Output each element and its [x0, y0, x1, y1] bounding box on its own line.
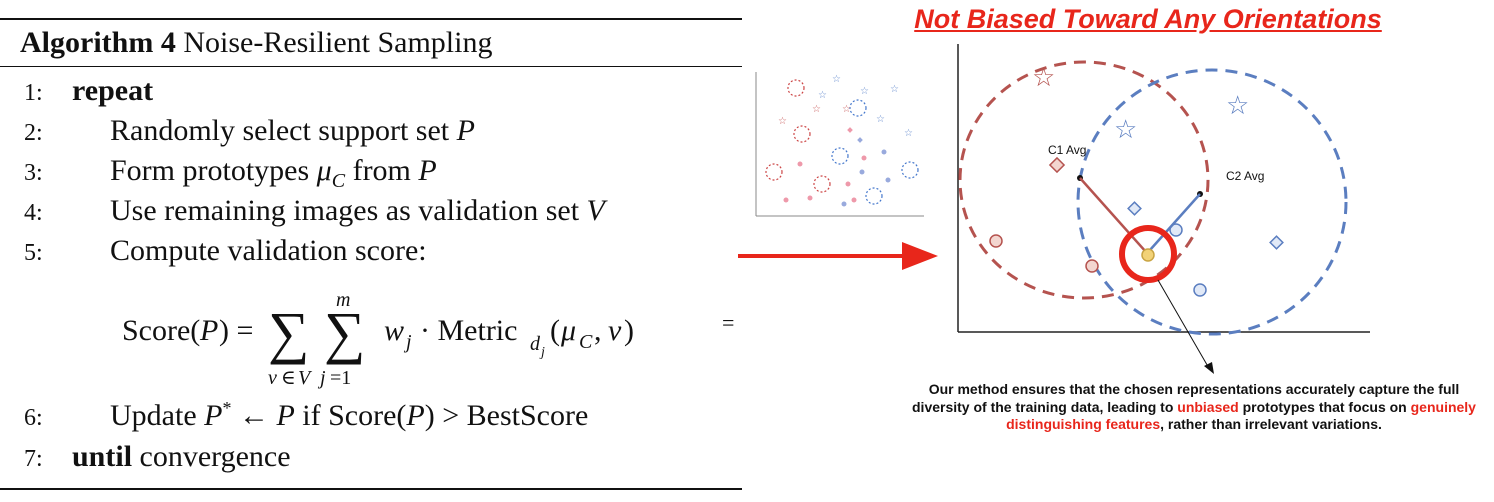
svg-text:j: j	[539, 345, 545, 360]
desc-part-2: prototypes that focus on	[1238, 398, 1411, 415]
svg-text:j: j	[317, 367, 326, 389]
title-rule	[0, 66, 742, 67]
line-number: 2:	[24, 120, 43, 146]
line-number: 4:	[24, 200, 43, 226]
line-text: Randomly select support set	[110, 114, 450, 147]
top-rule	[0, 18, 742, 20]
svg-text:☆: ☆	[876, 114, 885, 125]
svg-text:☆: ☆	[812, 104, 821, 115]
desc-part-1: Our method ensures that the chosen repre…	[912, 381, 1460, 415]
svg-text:☆: ☆	[890, 84, 899, 95]
line-text: Compute validation score:	[110, 234, 427, 267]
red-arrow	[738, 242, 938, 270]
desc-part-3: , rather than irrelevant variations.	[1160, 416, 1382, 432]
algo-line-6: 6: Update P* ← P if Score(P) > BestScore	[24, 398, 589, 432]
svg-text:m: m	[336, 289, 350, 311]
c1-to-prototype-line	[1079, 177, 1147, 253]
point-blue-1	[1169, 223, 1183, 237]
keyword-repeat: repeat	[72, 74, 154, 107]
svg-text:(: (	[550, 314, 560, 347]
algo-line-5: 5: Compute validation score:	[24, 234, 427, 268]
svg-text:=: =	[722, 310, 734, 335]
svg-text:) =: ) =	[219, 314, 253, 347]
prototype-point	[1141, 248, 1155, 262]
svg-text:☆: ☆	[842, 104, 851, 115]
algorithm-name: Noise-Resilient Sampling	[183, 26, 493, 59]
svg-text:=1: =1	[330, 367, 351, 389]
algorithm-number: Algorithm 4	[20, 26, 176, 59]
algorithm-title: Algorithm 4 Noise-Resilient Sampling	[20, 26, 492, 60]
line-number: 1:	[24, 80, 43, 106]
svg-text:☆: ☆	[860, 86, 869, 97]
point-blue-2	[1193, 283, 1207, 297]
star-blue-2: ☆	[1226, 91, 1249, 121]
line-number: 5:	[24, 240, 43, 266]
class-1-region	[958, 60, 1210, 300]
score-formula: Score( P ) = ∑ v ∈ V m ∑ j =1 w j · Metr…	[122, 289, 734, 389]
line-text: Form prototypes	[110, 154, 310, 187]
point-red-1	[989, 234, 1003, 248]
class-2-region	[1076, 68, 1348, 336]
svg-text:· Metric: · Metric	[420, 314, 517, 347]
svg-text:v: v	[268, 367, 277, 389]
math-P: P	[456, 114, 475, 147]
star-red: ☆	[1032, 63, 1055, 93]
diamond-red	[1048, 156, 1066, 174]
algo-line-2: 2: Randomly select support set P	[24, 114, 475, 148]
svg-text:Score(: Score(	[122, 314, 200, 347]
label-c2-avg: C2 Avg	[1226, 169, 1264, 183]
svg-text:P: P	[199, 314, 218, 347]
svg-text:,: ,	[594, 314, 602, 347]
algo-line-1: 1: repeat	[24, 74, 153, 108]
svg-text:w: w	[384, 314, 404, 347]
desc-highlight-features: genuinely distinguishing features	[1006, 398, 1476, 433]
line-text: Update	[110, 399, 197, 432]
algo-line-4: 4: Use remaining images as validation set…	[24, 194, 605, 228]
svg-text:C: C	[579, 331, 593, 353]
algo-line-7: 7: until convergence	[24, 440, 291, 474]
svg-text:∑: ∑	[268, 300, 309, 365]
line-number: 6:	[24, 405, 43, 431]
diamond-blue-2	[1269, 235, 1284, 250]
diamond-blue-1	[1127, 201, 1142, 216]
keyword-until: until	[72, 440, 133, 473]
c2-to-prototype-line	[1149, 193, 1201, 251]
algorithm-box: Algorithm 4 Noise-Resilient Sampling 1: r…	[0, 0, 742, 502]
figure-title: Not Biased Toward Any Orientations	[914, 4, 1382, 34]
svg-text:∑: ∑	[324, 300, 365, 365]
bottom-rule	[0, 488, 742, 490]
desc-highlight-unbiased: unbiased	[1177, 398, 1239, 415]
figure-description: Our method ensures that the chosen repre…	[908, 381, 1480, 434]
line-number: 3:	[24, 160, 43, 186]
svg-text:☆: ☆	[818, 90, 827, 101]
algo-line-3: 3: Form prototypes μC from P	[24, 154, 437, 192]
line-number: 7:	[24, 446, 43, 472]
math-V: V	[586, 194, 605, 227]
svg-text:V: V	[298, 367, 313, 389]
prototype-diagram: ☆ ☆ ☆ C1 Avg C2 Avg	[957, 44, 1370, 374]
highlight-ring	[1119, 225, 1177, 283]
svg-text:d: d	[530, 333, 541, 355]
line-text: convergence	[139, 440, 291, 473]
svg-text:☆: ☆	[904, 128, 913, 139]
svg-text:μ: μ	[560, 314, 576, 347]
point-red-2	[1085, 259, 1099, 273]
math-mu-c: μC	[316, 154, 346, 192]
svg-text:): )	[624, 314, 634, 347]
svg-text:☆: ☆	[778, 116, 787, 127]
svg-text:v: v	[608, 314, 622, 347]
svg-text:∈: ∈	[281, 367, 296, 389]
pointer-head	[1204, 362, 1214, 374]
pointer-line	[1157, 279, 1211, 371]
line-text: Use remaining images as validation set	[110, 194, 580, 227]
label-c1-avg: C1 Avg	[1048, 143, 1086, 157]
svg-text:j: j	[403, 331, 412, 353]
svg-text:☆: ☆	[832, 74, 841, 85]
star-blue-1: ☆	[1114, 115, 1137, 145]
thumbnail-scatter: ☆ ☆ ☆ ☆ ☆ ☆ ☆ ☆ ☆	[755, 72, 924, 217]
